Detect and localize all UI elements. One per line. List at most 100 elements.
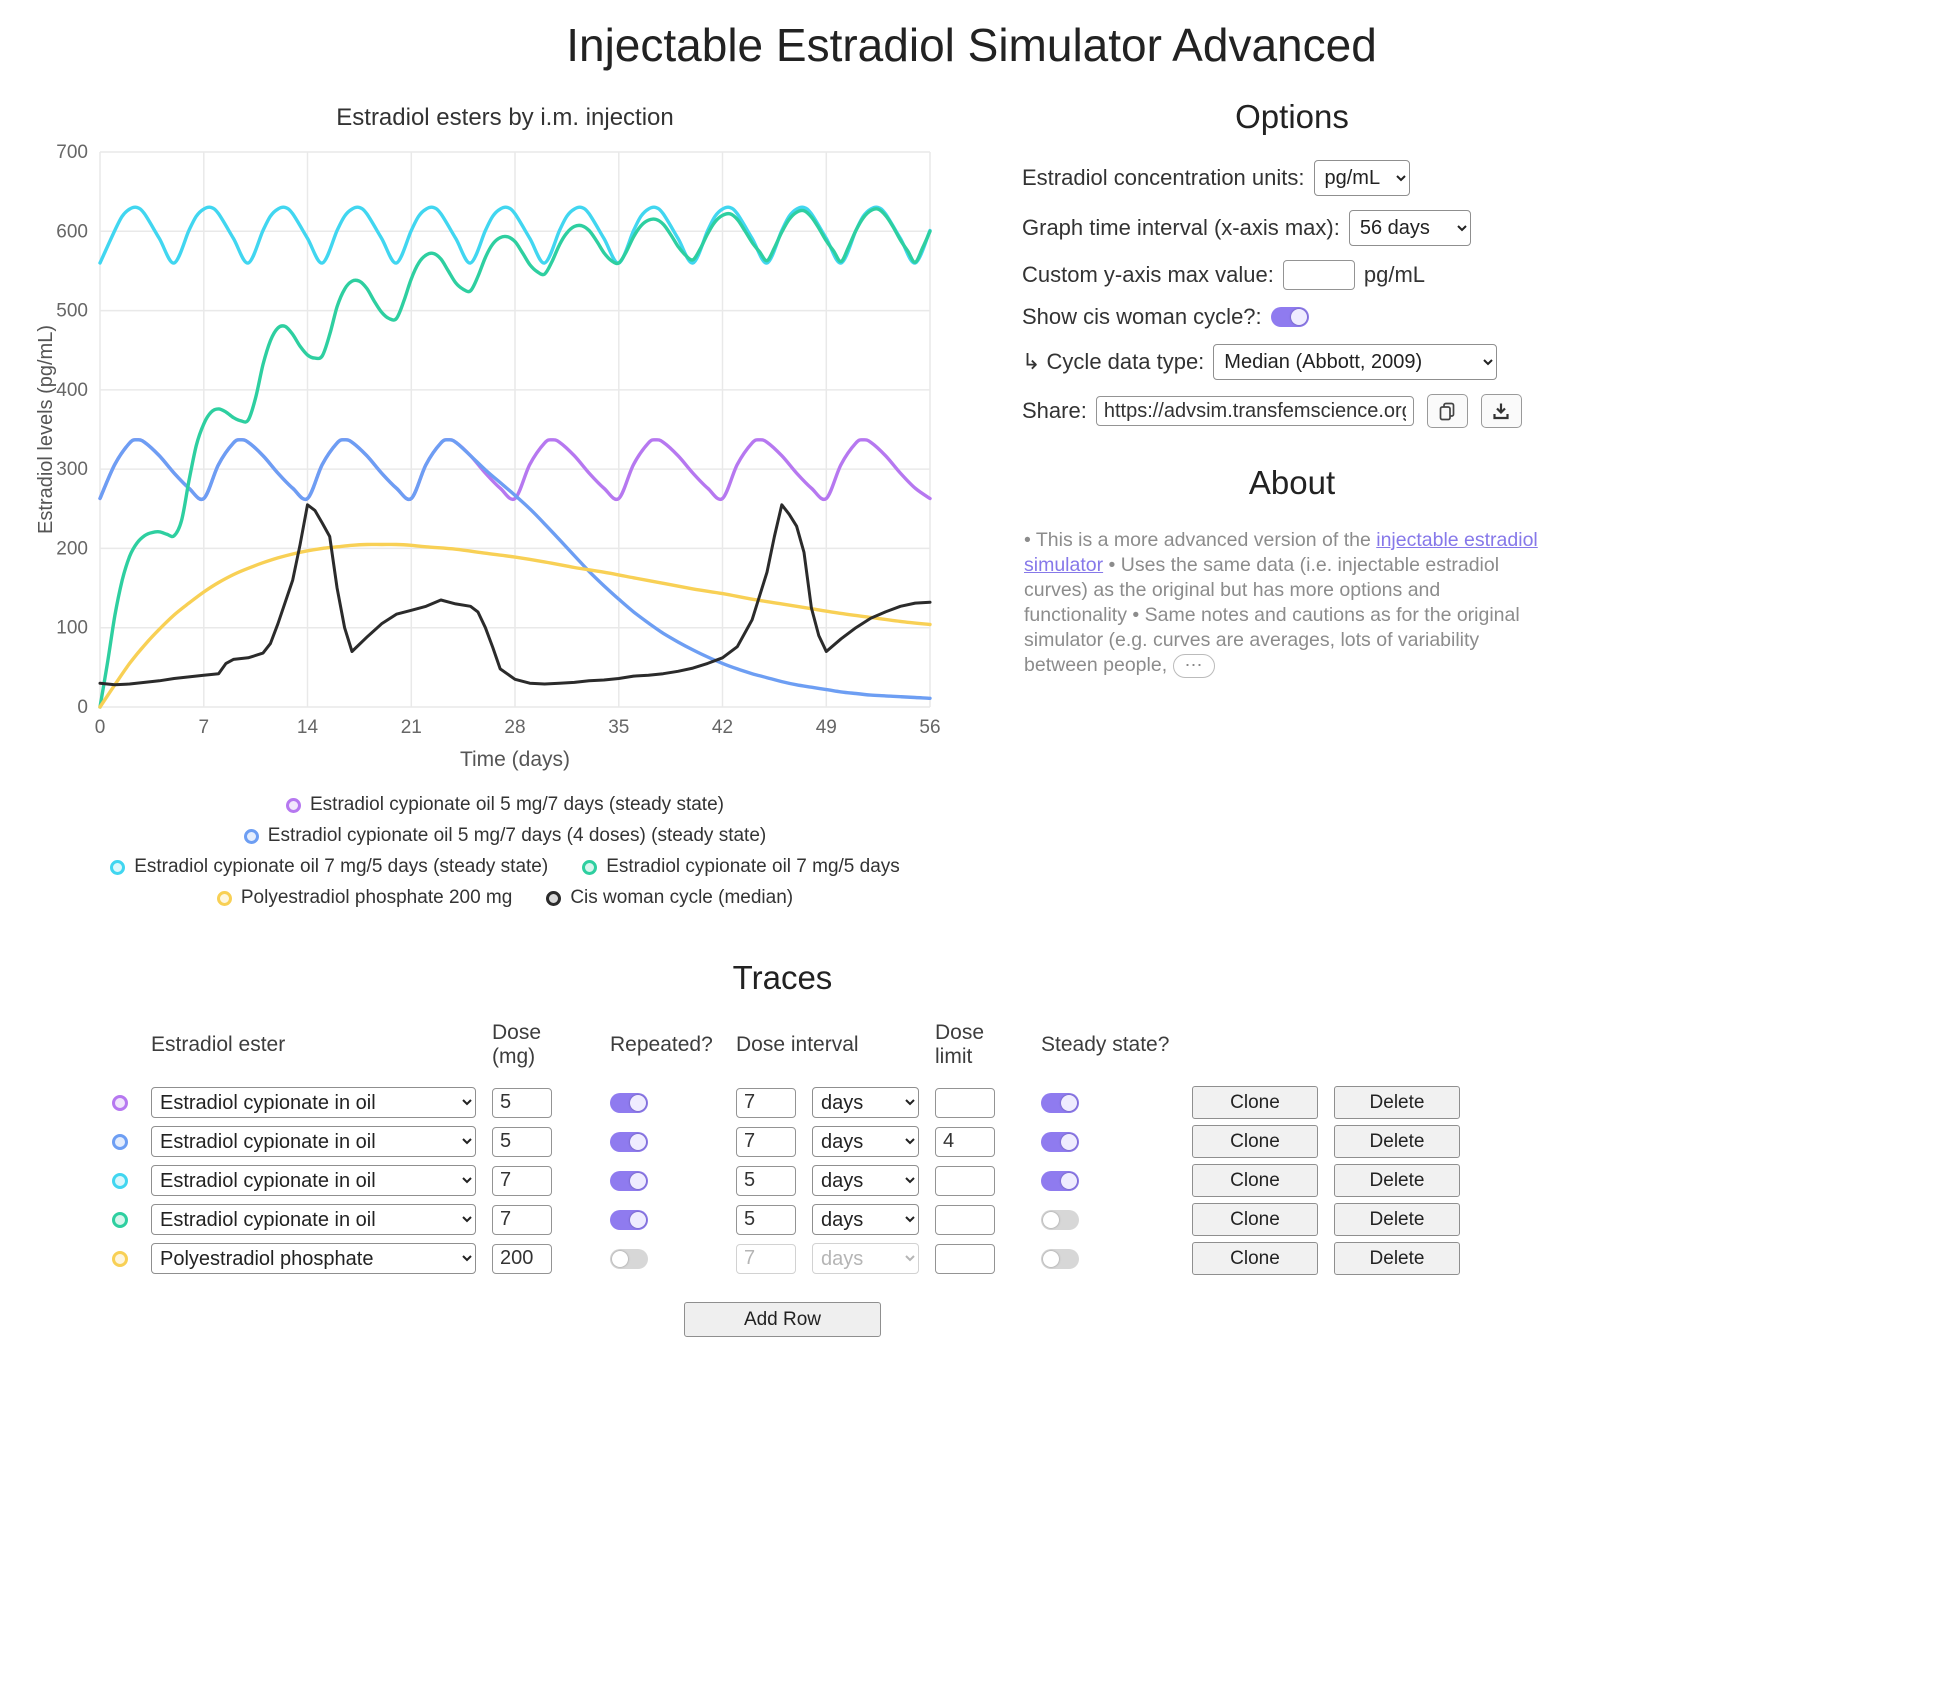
repeated-toggle[interactable] [610, 1092, 648, 1113]
add-row-button[interactable]: Add Row [684, 1302, 881, 1337]
legend-item[interactable]: Estradiol cypionate oil 5 mg/7 days (4 d… [243, 825, 766, 847]
ester-select[interactable]: Estradiol cypionate in oil [151, 1204, 476, 1235]
dose-input[interactable] [492, 1204, 552, 1235]
steady-state-toggle[interactable] [1041, 1248, 1079, 1269]
toggle-knob [1061, 1133, 1077, 1150]
dose-limit-input[interactable] [935, 1243, 995, 1274]
legend-swatch [286, 797, 301, 813]
header-dose-interval: Dose interval [736, 1033, 859, 1056]
dose-limit-input[interactable] [935, 1126, 995, 1157]
dose-limit-input[interactable] [935, 1204, 995, 1235]
copy-share-button[interactable] [1426, 394, 1468, 428]
dose-limit-input[interactable] [935, 1087, 995, 1118]
toggle-knob [1061, 1172, 1077, 1189]
interval-unit-select[interactable]: days [812, 1204, 919, 1235]
clone-button[interactable]: Clone [1192, 1086, 1318, 1119]
legend-item[interactable]: Estradiol cypionate oil 5 mg/7 days (ste… [286, 794, 724, 816]
share-label: Share: [1022, 398, 1087, 423]
steady-state-toggle[interactable] [1041, 1170, 1079, 1191]
trace-row: Estradiol cypionate in oil days Clone Delet… [105, 1161, 1460, 1200]
interval-unit-select[interactable]: days [812, 1165, 919, 1196]
legend-swatch [546, 890, 562, 906]
traces-section: Traces Estradiol ester Dose (mg) Repeate… [105, 959, 1460, 1367]
interval-unit-select[interactable]: days [812, 1087, 919, 1118]
cycle-type-select[interactable]: Median (Abbott, 2009) [1213, 344, 1498, 380]
time-interval-select[interactable]: 56 days [1348, 210, 1471, 246]
ester-select[interactable]: Estradiol cypionate in oil [151, 1126, 476, 1157]
legend-row: Polyestradiol phosphate 200 mg Cis woman … [216, 887, 793, 909]
interval-unit-select[interactable]: days [812, 1243, 919, 1274]
delete-button[interactable]: Delete [1334, 1125, 1460, 1158]
toggle-knob [630, 1211, 646, 1228]
ester-select[interactable]: Estradiol cypionate in oil [151, 1165, 476, 1196]
clone-button[interactable]: Clone [1192, 1203, 1318, 1236]
traces-heading: Traces [732, 959, 833, 996]
interval-unit-select[interactable]: days [812, 1126, 919, 1157]
chart-legend: Estradiol cypionate oil 5 mg/7 days (ste… [30, 794, 980, 909]
legend-swatch [110, 859, 126, 875]
dose-input[interactable] [492, 1243, 552, 1274]
download-share-button[interactable] [1480, 394, 1522, 428]
main-content: Estradiol esters by i.m. injection 0 100 2… [0, 98, 1943, 909]
trace-color-dot [112, 1211, 128, 1228]
repeated-toggle[interactable] [610, 1170, 648, 1191]
ester-select[interactable]: Estradiol cypionate in oil [151, 1087, 476, 1118]
legend-row: Estradiol cypionate oil 7 mg/5 days (ste… [110, 856, 900, 878]
delete-button[interactable]: Delete [1334, 1086, 1460, 1119]
interval-value-input[interactable] [736, 1087, 796, 1118]
interval-value-input[interactable] [736, 1165, 796, 1196]
header-dose: Dose (mg) [492, 1021, 542, 1068]
clone-button[interactable]: Clone [1192, 1164, 1318, 1197]
legend-item[interactable]: Estradiol cypionate oil 7 mg/5 days (ste… [110, 856, 548, 878]
dose-input[interactable] [492, 1087, 552, 1118]
toggle-knob [630, 1094, 646, 1111]
dose-input[interactable] [492, 1165, 552, 1196]
legend-item[interactable]: Cis woman cycle (median) [546, 887, 793, 909]
trace-row: Estradiol cypionate in oil days Clone Delet… [105, 1122, 1460, 1161]
steady-state-toggle[interactable] [1041, 1092, 1079, 1113]
legend-item[interactable]: Estradiol cypionate oil 7 mg/5 days [582, 856, 900, 878]
svg-text:Estradiol levels (pg/mL): Estradiol levels (pg/mL) [35, 325, 57, 534]
trace-color-dot [112, 1094, 128, 1111]
dose-limit-input[interactable] [935, 1165, 995, 1196]
interval-value-input[interactable] [736, 1204, 796, 1235]
cycle-type-label: ↳ Cycle data type: [1022, 349, 1205, 374]
delete-button[interactable]: Delete [1334, 1242, 1460, 1275]
svg-text:56: 56 [919, 717, 940, 738]
options-heading: Options [1235, 98, 1349, 135]
svg-text:200: 200 [56, 538, 88, 559]
estradiol-chart: 0 100 200 300 400 500 600 700 0 7 14 21 28 35 42 49 56 Es… [35, 142, 941, 738]
svg-text:7: 7 [199, 717, 210, 738]
toggle-knob [1061, 1094, 1077, 1111]
svg-text:42: 42 [712, 717, 733, 738]
steady-state-toggle[interactable] [1041, 1209, 1079, 1230]
time-interval-label: Graph time interval (x-axis max): [1022, 215, 1340, 240]
ester-select[interactable]: Polyestradiol phosphate [151, 1243, 476, 1274]
header-estradiol-ester: Estradiol ester [151, 1033, 286, 1056]
legend-item[interactable]: Polyestradiol phosphate 200 mg [216, 887, 512, 909]
trace-row: Polyestradiol phosphate days Clone Delete [105, 1239, 1460, 1278]
cis-cycle-toggle[interactable] [1270, 307, 1309, 327]
units-select[interactable]: pg/mL [1313, 160, 1410, 196]
about-text-2: • Uses the same data (i.e. injectable es… [1024, 554, 1520, 676]
ymax-input[interactable] [1282, 260, 1355, 290]
interval-value-input[interactable] [736, 1243, 796, 1274]
delete-button[interactable]: Delete [1334, 1164, 1460, 1197]
copy-icon [1439, 402, 1455, 421]
header-steady-state: Steady state? [1041, 1033, 1170, 1056]
expand-about-button[interactable]: ⋯ [1172, 653, 1215, 678]
repeated-toggle[interactable] [610, 1131, 648, 1152]
delete-button[interactable]: Delete [1334, 1203, 1460, 1236]
original-simulator-link[interactable]: injectable estradiol simulator [1024, 529, 1538, 576]
steady-state-toggle[interactable] [1041, 1131, 1079, 1152]
dose-input[interactable] [492, 1126, 552, 1157]
repeated-toggle[interactable] [610, 1248, 648, 1269]
toggle-knob [1043, 1250, 1059, 1267]
cycle-type-row: ↳ Cycle data type: Median (Abbott, 2009) [1022, 344, 1562, 380]
share-url-input[interactable] [1095, 396, 1414, 426]
interval-value-input[interactable] [736, 1126, 796, 1157]
repeated-toggle[interactable] [610, 1209, 648, 1230]
clone-button[interactable]: Clone [1192, 1242, 1318, 1275]
legend-swatch [243, 828, 259, 844]
clone-button[interactable]: Clone [1192, 1125, 1318, 1158]
